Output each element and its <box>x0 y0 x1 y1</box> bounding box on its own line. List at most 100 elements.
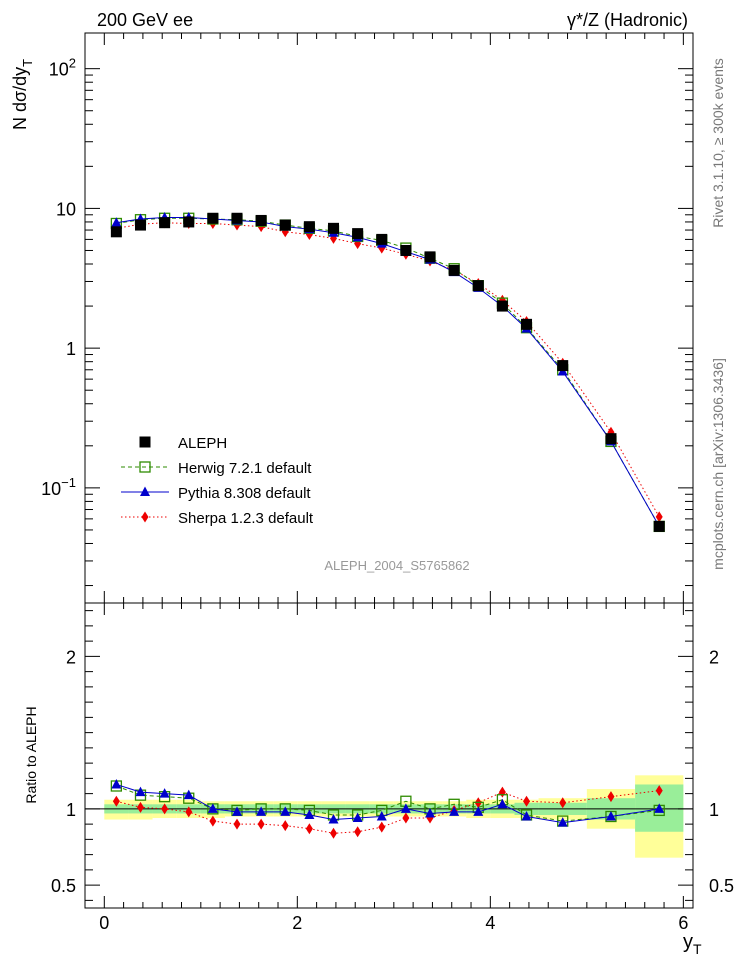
y-tick-label: 102 <box>49 56 76 80</box>
x-tick-label: 2 <box>292 913 302 933</box>
y-tick-label: 0.5 <box>709 876 734 896</box>
header-left: 200 GeV ee <box>97 10 193 30</box>
legend-label: Herwig 7.2.1 default <box>178 460 312 477</box>
pythia-point <box>654 803 665 813</box>
pythia-point <box>111 217 122 227</box>
legend-marker <box>140 486 150 496</box>
pythia-point <box>111 778 122 789</box>
data-point <box>605 433 617 445</box>
sherpa-point <box>655 511 663 523</box>
axis-ticks <box>85 33 693 908</box>
rivet-label: Rivet 3.1.10, ≥ 300k events <box>710 58 726 228</box>
pythia-point <box>449 806 460 816</box>
legend-label: ALEPH <box>178 435 227 452</box>
sherpa-point <box>354 826 362 838</box>
pythia-point <box>521 811 532 821</box>
pythia-point <box>232 806 242 816</box>
data-point <box>255 214 267 226</box>
pythia-point <box>328 814 339 824</box>
sherpa-point <box>655 785 663 797</box>
data-point <box>279 219 291 231</box>
main-series <box>110 212 665 533</box>
pythia-point <box>557 817 568 827</box>
y-axis-label-top: N dσ/dyT <box>10 59 35 130</box>
x-tick-label: 6 <box>678 913 688 933</box>
pythia-point <box>256 806 267 816</box>
pythia-point <box>183 789 194 800</box>
y-tick-label: 1 <box>709 800 719 820</box>
data-point <box>110 226 122 238</box>
uncertainty-bands <box>104 775 684 858</box>
header-right: γ*/Z (Hadronic) <box>567 10 688 30</box>
data-point <box>159 217 171 229</box>
legend-marker <box>139 436 151 448</box>
sherpa-point <box>136 801 144 813</box>
data-point <box>183 216 195 228</box>
pythia-point <box>473 806 484 816</box>
data-point <box>400 244 412 256</box>
herwig-line <box>116 217 660 527</box>
data-point <box>328 222 340 234</box>
sherpa-point <box>233 818 241 830</box>
y-tick-label: 2 <box>66 647 76 667</box>
tick-labels: 0 2 4 6 10−1 1 10 102 0.5 0.5 1 1 2 2 <box>41 56 734 933</box>
data-point <box>424 251 436 263</box>
legend-label: Pythia 8.308 default <box>178 485 311 502</box>
x-axis-label: yT <box>683 931 702 957</box>
ratio-plot-frame <box>84 602 694 909</box>
pythia-point <box>400 803 411 813</box>
y-tick-label: 10 <box>56 199 76 219</box>
x-tick-label: 4 <box>485 913 495 933</box>
mcplots-label: mcplots.cern.ch [arXiv:1306.3436] <box>710 358 726 570</box>
pythia-point <box>304 809 315 819</box>
data-point <box>653 520 665 532</box>
sherpa-point <box>257 818 265 830</box>
pythia-line <box>116 217 660 527</box>
data-point <box>134 219 146 231</box>
pythia-point <box>425 807 436 818</box>
sherpa-point <box>378 821 386 833</box>
legend-marker <box>139 461 151 473</box>
data-point <box>231 212 243 224</box>
data-point <box>557 360 569 372</box>
y-tick-label: 1 <box>66 339 76 359</box>
sherpa-point <box>607 791 615 803</box>
legend-marker <box>141 511 149 523</box>
sherpa-point <box>523 795 531 807</box>
data-point <box>376 233 388 245</box>
legend-label: Sherpa 1.2.3 default <box>178 510 314 527</box>
sherpa-point <box>185 806 193 818</box>
main-plot-frame <box>84 32 694 604</box>
sherpa-line <box>116 222 660 518</box>
sherpa-point <box>498 786 506 798</box>
pythia-point <box>207 803 218 813</box>
ratio-series <box>110 778 665 839</box>
sherpa-point <box>305 823 313 835</box>
pythia-point <box>280 806 291 816</box>
pythia-point <box>376 811 387 821</box>
data-point <box>352 228 364 240</box>
y-tick-label: 10−1 <box>41 475 76 499</box>
data-point <box>448 264 460 276</box>
pythia-point <box>159 788 170 798</box>
data-point <box>521 318 533 330</box>
data-point <box>207 212 219 224</box>
y-tick-label: 0.5 <box>51 876 76 896</box>
pythia-point <box>352 812 363 823</box>
y-tick-label: 2 <box>709 647 719 667</box>
legend: ALEPH Herwig 7.2.1 default Pythia 8.308 de… <box>121 435 314 527</box>
sherpa-point <box>559 797 567 809</box>
sherpa-point <box>330 827 338 839</box>
sherpa-point <box>112 795 120 807</box>
sherpa-point <box>402 812 410 824</box>
y-tick-label: 1 <box>66 800 76 820</box>
analysis-watermark: ALEPH_2004_S5765862 <box>324 558 469 573</box>
pythia-point <box>605 811 616 821</box>
sherpa-point <box>161 803 169 815</box>
sherpa-point <box>281 820 289 832</box>
pythia-point <box>135 786 146 797</box>
x-tick-label: 0 <box>99 913 109 933</box>
pythia-point <box>497 798 508 809</box>
data-point <box>496 300 508 312</box>
